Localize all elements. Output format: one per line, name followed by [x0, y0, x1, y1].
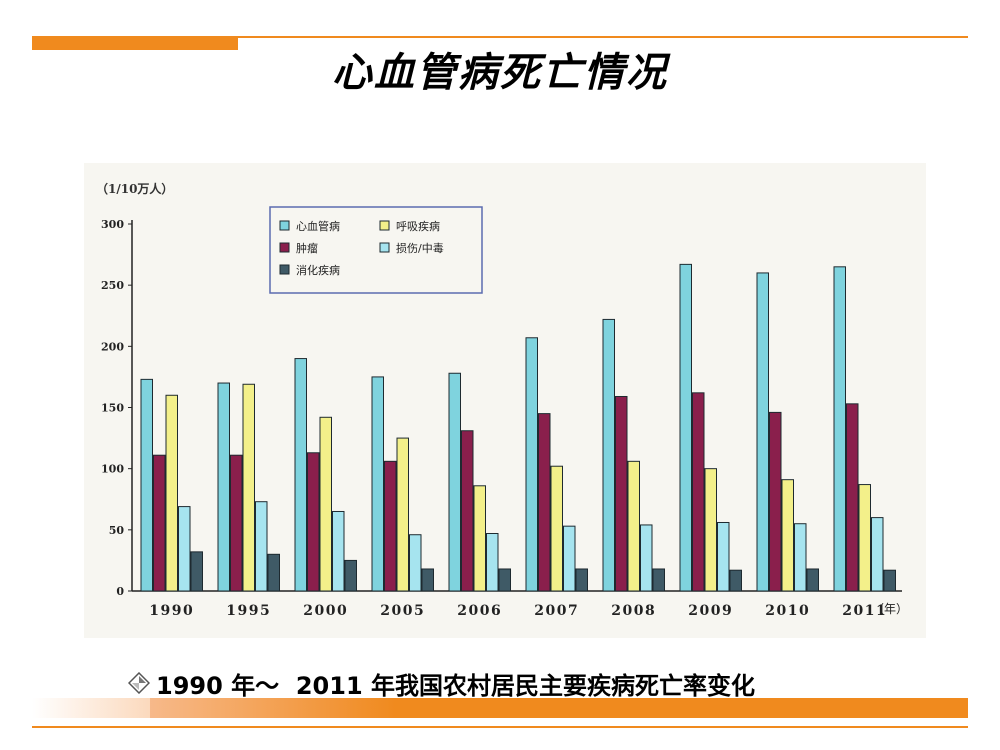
bar	[833, 266, 846, 592]
x-tick-label: 2011	[842, 603, 887, 619]
bar	[883, 569, 896, 592]
bar	[640, 524, 653, 592]
legend-swatch	[379, 220, 390, 231]
top-accent-bar	[32, 36, 238, 50]
legend-label: 呼吸疾病	[396, 219, 440, 233]
bar	[178, 506, 191, 592]
legend-swatch	[279, 264, 290, 275]
bar	[756, 272, 769, 592]
bar	[794, 523, 807, 592]
bar	[448, 372, 461, 592]
bar	[396, 437, 409, 592]
bar	[461, 430, 474, 592]
bar	[602, 318, 615, 592]
top-accent-line	[32, 36, 968, 38]
bar	[473, 485, 486, 592]
y-tick-label: 200	[101, 340, 124, 353]
bar	[871, 517, 884, 592]
bar	[769, 411, 782, 592]
x-tick-label: 2007	[534, 603, 579, 619]
bar	[806, 568, 819, 592]
bar	[319, 416, 332, 592]
x-axis: 1990 1995 2000 2005 2006 2007 2008 2009 2010 2011…	[149, 602, 908, 619]
bar	[550, 465, 563, 592]
bar	[409, 534, 422, 592]
x-tick-label: 1990	[149, 603, 194, 619]
chart-panel: （1/10万人） 0 50 100 150 200 250 300 1990 1995 2000…	[84, 163, 926, 638]
bar	[781, 479, 794, 592]
legend-label: 肿瘤	[296, 241, 318, 255]
legend-label: 心血管病	[296, 219, 340, 233]
y-tick-label: 150	[101, 402, 124, 415]
legend-swatch	[279, 242, 290, 253]
x-tick-label: 2009	[688, 603, 733, 619]
legend-label: 消化疾病	[296, 263, 340, 277]
bar	[165, 394, 178, 592]
bar	[332, 510, 345, 592]
bar	[525, 337, 538, 592]
bar	[846, 403, 859, 592]
y-tick-label: 50	[109, 524, 125, 537]
x-tick-label: 1995	[226, 603, 271, 619]
bar	[230, 454, 243, 592]
x-tick-label: 2000	[303, 603, 348, 619]
bars-group	[140, 263, 896, 592]
bar	[704, 468, 717, 592]
bar	[371, 376, 384, 592]
slide-title: 心血管病死亡情况	[332, 49, 668, 96]
y-tick-label: 250	[101, 279, 124, 292]
figure-caption: 1990 年～ 2011 年我国农村居民主要疾病死亡率变化	[156, 671, 756, 700]
bar	[729, 569, 742, 592]
caption-row: 1990 年～ 2011 年我国农村居民主要疾病死亡率变化	[128, 666, 755, 700]
bar	[384, 460, 397, 592]
x-tick-label: 2010	[765, 603, 810, 619]
bar	[421, 568, 434, 592]
x-tick-label: 2006	[457, 603, 502, 619]
bar	[538, 413, 551, 592]
bar	[692, 392, 705, 592]
bar	[615, 395, 628, 592]
y-tick-label: 300	[101, 218, 124, 231]
bar	[242, 383, 255, 592]
bar	[307, 452, 320, 592]
bar	[190, 551, 203, 592]
bottom-fade-bar	[32, 698, 150, 718]
bar	[498, 568, 511, 592]
bar	[717, 521, 730, 592]
bar	[575, 568, 588, 592]
mortality-bar-chart: （1/10万人） 0 50 100 150 200 250 300 1990 1995 2000…	[96, 181, 908, 619]
bar	[267, 553, 280, 592]
bar	[627, 460, 640, 592]
y-unit-label: （1/10万人）	[96, 181, 173, 196]
bar	[344, 559, 357, 592]
y-tick-label: 0	[116, 585, 124, 598]
legend-label: 损伤/中毒	[396, 241, 444, 255]
x-unit-label: （年）	[872, 602, 908, 616]
bar	[486, 533, 499, 592]
legend-swatch	[279, 220, 290, 231]
bar	[255, 501, 268, 592]
bar	[652, 568, 665, 592]
bar	[153, 454, 166, 592]
bar	[294, 358, 307, 592]
legend-swatch	[379, 242, 390, 253]
legend-box	[269, 206, 483, 294]
bar	[140, 378, 153, 592]
bottom-accent-bar	[150, 698, 968, 718]
bar	[563, 525, 576, 592]
y-tick-label: 100	[101, 463, 124, 476]
bottom-accent-line	[32, 726, 968, 728]
bar	[858, 484, 871, 592]
bar	[679, 263, 692, 592]
bar	[217, 382, 230, 592]
x-tick-label: 2008	[611, 603, 656, 619]
diamond-arrow-bullet-icon	[128, 672, 150, 694]
x-tick-label: 2005	[380, 603, 425, 619]
